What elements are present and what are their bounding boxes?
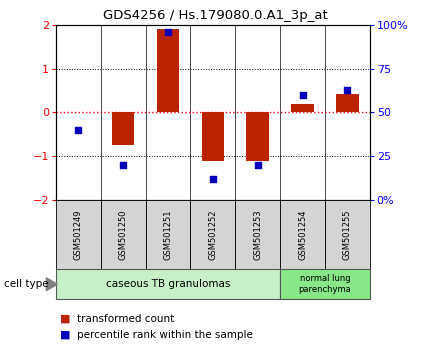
Text: GSM501255: GSM501255: [343, 209, 352, 260]
Text: transformed count: transformed count: [77, 314, 174, 324]
Point: [165, 29, 172, 35]
Bar: [157, 29, 179, 113]
Bar: [112, 113, 135, 145]
Bar: [146, 200, 190, 269]
Text: GSM501249: GSM501249: [74, 209, 83, 260]
Bar: [325, 200, 370, 269]
Bar: [202, 113, 224, 161]
Bar: [190, 200, 235, 269]
Bar: [101, 200, 146, 269]
Point: [75, 127, 82, 133]
Text: normal lung
parenchyma: normal lung parenchyma: [298, 274, 351, 294]
Text: GSM501251: GSM501251: [163, 209, 172, 260]
Bar: [292, 104, 314, 113]
Bar: [280, 200, 325, 269]
Text: GSM501254: GSM501254: [298, 209, 307, 260]
Polygon shape: [46, 278, 57, 291]
Text: cell type: cell type: [4, 279, 49, 289]
Text: caseous TB granulomas: caseous TB granulomas: [106, 279, 230, 289]
Text: GSM501250: GSM501250: [119, 209, 128, 260]
Text: GSM501253: GSM501253: [253, 209, 262, 260]
Text: ■: ■: [60, 330, 71, 339]
Point: [209, 176, 216, 182]
Bar: [336, 94, 359, 113]
Point: [254, 162, 261, 168]
Text: GDS4256 / Hs.179080.0.A1_3p_at: GDS4256 / Hs.179080.0.A1_3p_at: [103, 9, 327, 22]
Point: [299, 92, 306, 98]
Bar: [235, 200, 280, 269]
Text: GSM501252: GSM501252: [209, 209, 217, 260]
Point: [344, 87, 351, 92]
Bar: [56, 200, 101, 269]
Bar: [280, 269, 370, 299]
Text: ■: ■: [60, 314, 71, 324]
Text: percentile rank within the sample: percentile rank within the sample: [77, 330, 252, 339]
Bar: [56, 269, 280, 299]
Point: [120, 162, 126, 168]
Bar: [246, 113, 269, 161]
